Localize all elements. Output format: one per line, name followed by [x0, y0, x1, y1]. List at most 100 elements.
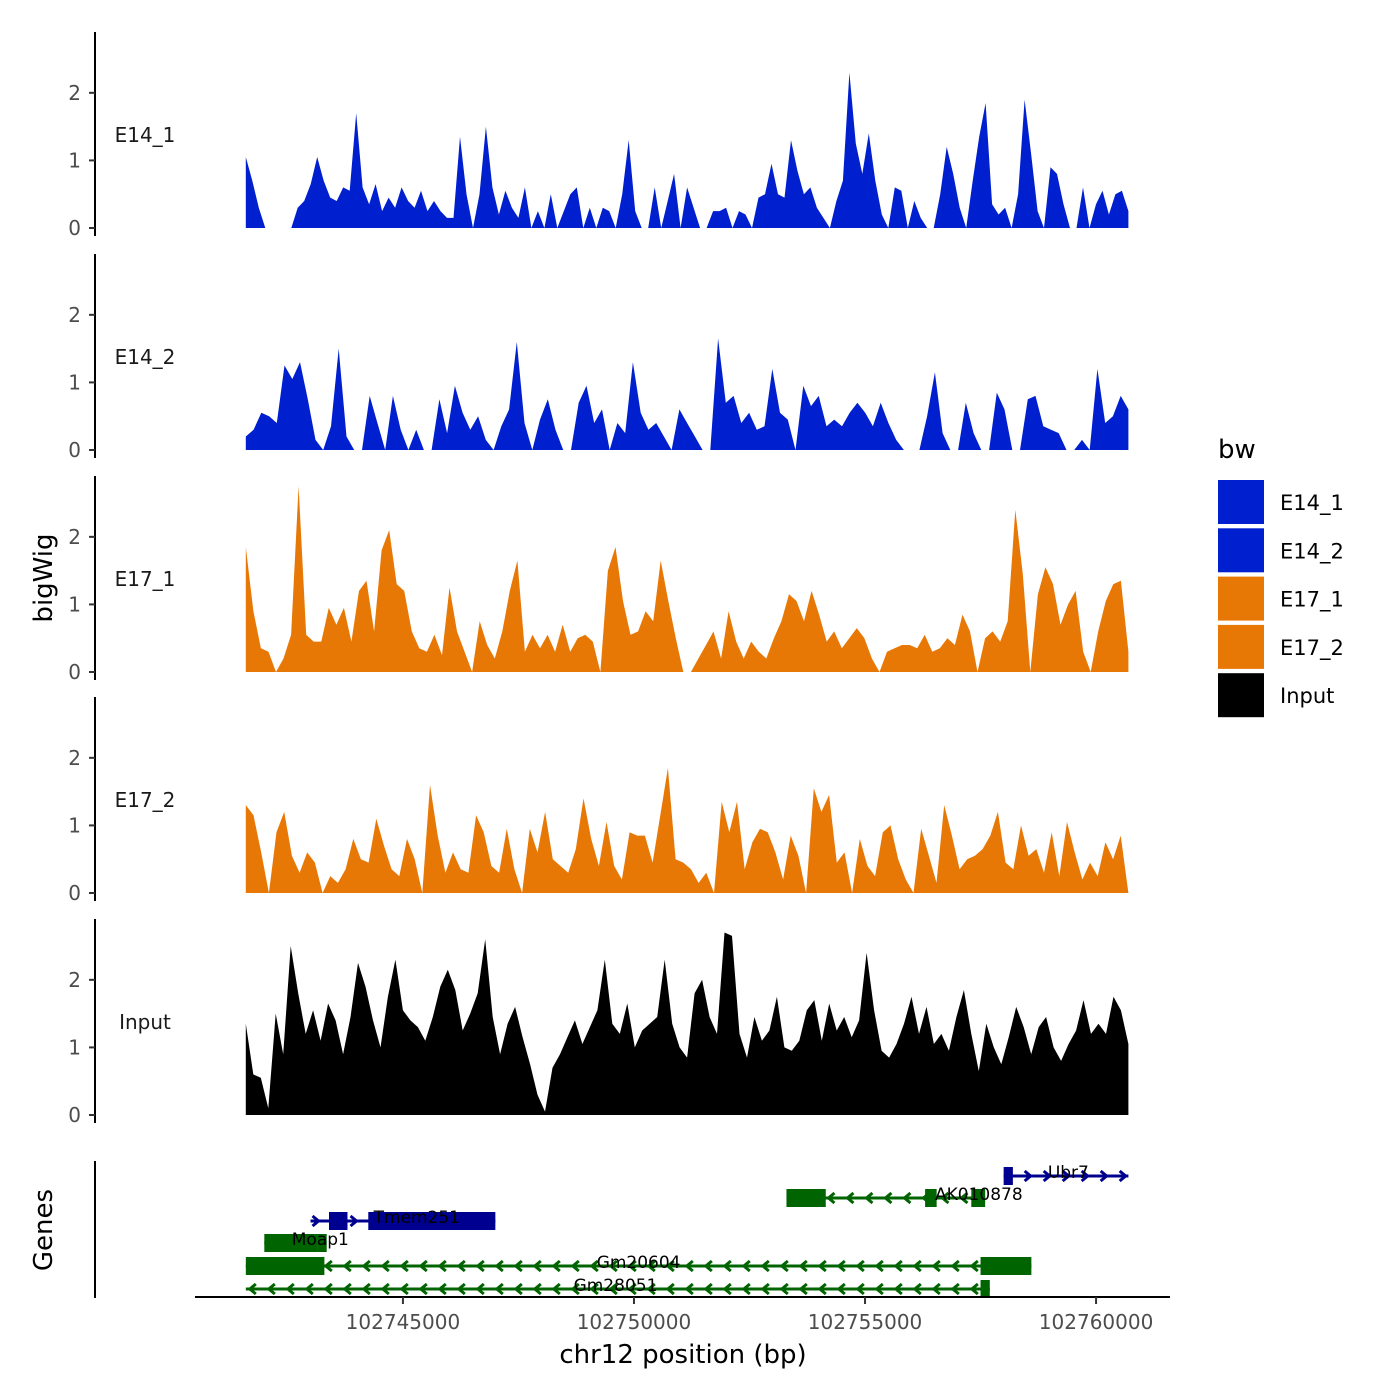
strand-arrow — [912, 1259, 922, 1273]
strand-arrow — [874, 1259, 884, 1273]
legend-key-E17_2 — [1218, 624, 1264, 669]
gene-exon — [971, 1189, 986, 1207]
strand-arrow — [349, 1214, 359, 1228]
strand-arrow — [912, 1282, 922, 1296]
strand-arrow — [304, 1282, 314, 1296]
strand-arrow — [646, 1282, 656, 1296]
strand-arrow — [836, 1282, 846, 1296]
x-axis-title: chr12 position (bp) — [559, 1340, 806, 1370]
strand-arrow — [380, 1282, 390, 1296]
strand-arrow — [855, 1282, 865, 1296]
strand-arrow — [817, 1259, 827, 1273]
strand-arrow — [902, 1191, 912, 1205]
strand-arrow — [817, 1282, 827, 1296]
y-tick-label: 0 — [68, 438, 81, 462]
strand-arrow — [437, 1282, 447, 1296]
strand-arrow — [779, 1282, 789, 1296]
strand-arrow — [826, 1191, 836, 1205]
legend: bw E14_1 E14_2 E17_1 E17_2 Input — [1218, 435, 1344, 718]
gene-Tmem251: Tmem251 — [310, 1208, 496, 1230]
strand-arrow — [893, 1282, 903, 1296]
gene-label-AK010878: AK010878 — [935, 1185, 1023, 1205]
gene-label-Ubr7: Ubr7 — [1048, 1163, 1089, 1183]
x-tick-label: 102755000 — [808, 1310, 923, 1334]
track-label-E14_1: E14_1 — [115, 123, 176, 147]
strand-arrow — [722, 1259, 732, 1273]
strand-arrow — [456, 1259, 466, 1273]
strand-arrow — [798, 1259, 808, 1273]
strand-arrow — [361, 1259, 371, 1273]
strand-arrow — [456, 1282, 466, 1296]
legend-key-Input — [1218, 673, 1264, 718]
strand-arrow — [779, 1259, 789, 1273]
strand-arrow — [380, 1259, 390, 1273]
strand-arrow — [608, 1282, 618, 1296]
y-tick-label: 1 — [68, 592, 81, 616]
strand-arrow — [1118, 1169, 1128, 1183]
strand-arrow — [1080, 1169, 1090, 1183]
legend-label-E17_1: E17_1 — [1280, 588, 1344, 613]
strand-arrow — [608, 1259, 618, 1273]
strand-arrow — [247, 1282, 257, 1296]
strand-arrow — [959, 1191, 969, 1205]
strand-arrow — [845, 1191, 855, 1205]
strand-arrow — [342, 1282, 352, 1296]
y-tick-label: 2 — [68, 303, 81, 327]
legend-title: bw — [1218, 435, 1256, 465]
strand-arrow — [760, 1259, 770, 1273]
strand-arrow — [323, 1259, 333, 1273]
gene-exon — [368, 1212, 496, 1230]
signal-area-E17_2 — [245, 768, 1129, 893]
strand-arrow — [589, 1282, 599, 1296]
strand-arrow — [1042, 1169, 1052, 1183]
strand-arrow — [741, 1282, 751, 1296]
track-E14_2: 0 1 2 E14_2 — [68, 254, 1129, 462]
strand-arrow — [627, 1282, 637, 1296]
gene-Gm28051: Gm28051 — [245, 1276, 990, 1298]
gene-exon — [980, 1257, 1032, 1275]
gene-exon — [980, 1280, 990, 1298]
strand-arrow — [1023, 1169, 1033, 1183]
gene-Gm20604: Gm20604 — [245, 1253, 1032, 1275]
gene-Ubr7: Ubr7 — [1003, 1163, 1129, 1185]
strand-arrow — [684, 1259, 694, 1273]
y-tick-label: 1 — [68, 370, 81, 394]
track-label-E14_2: E14_2 — [115, 345, 176, 369]
strand-arrow — [342, 1259, 352, 1273]
y-tick-label: 2 — [68, 525, 81, 549]
legend-label-E17_2: E17_2 — [1280, 636, 1344, 661]
track-label-E17_2: E17_2 — [115, 788, 176, 812]
strand-arrow — [266, 1282, 276, 1296]
strand-arrow — [532, 1259, 542, 1273]
strand-arrow — [285, 1282, 295, 1296]
strand-arrow — [1099, 1169, 1109, 1183]
gene-exon — [317, 1234, 327, 1252]
strand-arrow — [893, 1259, 903, 1273]
strand-arrow — [940, 1191, 950, 1205]
y-tick-label: 2 — [68, 746, 81, 770]
y-tick-label: 1 — [68, 148, 81, 172]
strand-arrow — [551, 1282, 561, 1296]
strand-arrow — [323, 1282, 333, 1296]
strand-arrow — [703, 1259, 713, 1273]
track-Input: 0 1 2 Input — [68, 919, 1129, 1127]
strand-arrow — [589, 1259, 599, 1273]
track-E17_2: 0 1 2 E17_2 — [68, 697, 1129, 905]
gene-exon — [1003, 1167, 1013, 1185]
gene-Moap1: Moap1 — [264, 1230, 349, 1252]
strand-arrow — [741, 1259, 751, 1273]
strand-arrow — [798, 1282, 808, 1296]
strand-arrow — [418, 1259, 428, 1273]
signal-area-E14_2 — [245, 338, 1129, 450]
strand-arrow — [722, 1282, 732, 1296]
strand-arrow — [494, 1259, 504, 1273]
strand-arrow — [950, 1259, 960, 1273]
gene-exon — [786, 1189, 826, 1207]
y-tick-label: 0 — [68, 881, 81, 905]
strand-arrow — [1061, 1169, 1071, 1183]
track-label-Input: Input — [119, 1010, 171, 1034]
strand-arrow — [570, 1259, 580, 1273]
strand-arrow — [703, 1282, 713, 1296]
strand-arrow — [513, 1259, 523, 1273]
